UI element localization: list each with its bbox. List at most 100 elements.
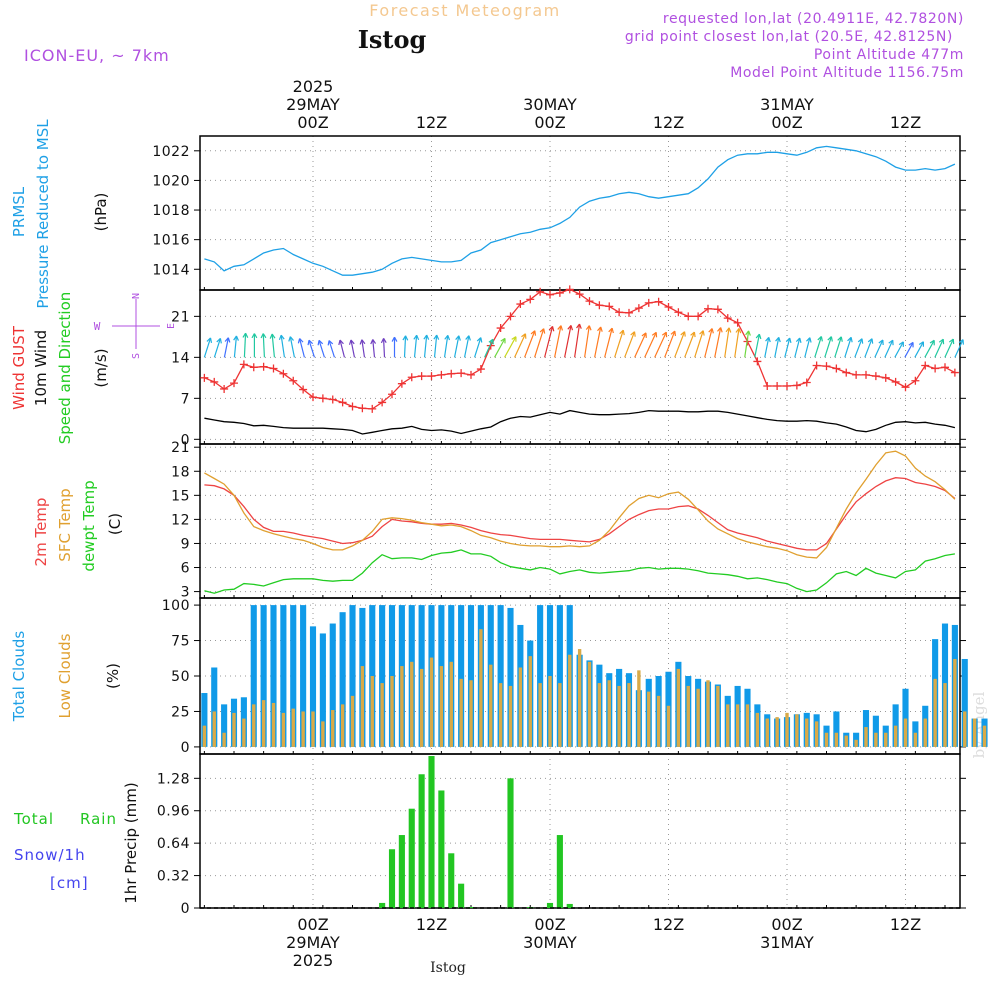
low-cloud-bar <box>775 717 779 747</box>
wind-arrow <box>654 331 667 358</box>
low-cloud-bar <box>449 661 453 747</box>
wind-arrow <box>664 330 676 358</box>
wind-arrow <box>484 339 494 358</box>
wind-arrowhead <box>795 337 802 343</box>
rain-bar <box>379 902 386 908</box>
low-cloud-bar <box>597 683 602 747</box>
low-cloud-bar <box>528 656 532 747</box>
total-cloud-bar <box>221 704 228 747</box>
wind-arrowhead <box>938 338 945 345</box>
gust-marker <box>763 382 772 391</box>
wind-arrowhead <box>805 337 812 343</box>
pressure-panel-labels: PRMSL Pressure Reduced to MSL (hPa) <box>10 119 110 309</box>
time-label-top: 00Z <box>534 113 565 132</box>
low-cloud-bar <box>735 704 740 747</box>
low-cloud-bar <box>884 732 888 747</box>
total-cloud-bar <box>349 605 356 747</box>
low-cloud-bar <box>518 667 523 747</box>
time-label-top: 00Z <box>297 113 328 132</box>
wind-arrowhead <box>488 338 494 345</box>
wind-arrow <box>734 328 740 358</box>
wind-arrow <box>774 337 780 358</box>
prmsl-desc-label: Pressure Reduced to MSL <box>34 119 52 309</box>
sfc-temp-line <box>204 450 956 559</box>
gust-marker <box>625 308 633 317</box>
gust-marker <box>546 290 554 299</box>
gust-marker <box>269 364 278 373</box>
low-cloud-bar <box>400 666 404 747</box>
wind-arrowhead <box>597 326 603 332</box>
wind-arrow <box>904 342 914 358</box>
gust-marker <box>328 395 337 404</box>
rain-bar <box>546 902 554 908</box>
rain-bar <box>418 774 425 908</box>
precip-frame <box>199 753 961 909</box>
y-tick-label: 1022 <box>152 144 190 160</box>
wind-arrow <box>382 338 386 358</box>
clouds-panel: 0 25 50 75 100 <box>162 597 988 756</box>
y-tick-label: 0 <box>181 432 190 448</box>
low-cloud-bar <box>805 718 809 747</box>
wind-arrow <box>453 335 460 358</box>
station-title: Istog <box>358 25 427 54</box>
temp-dew-label: dewpt Temp <box>80 480 98 571</box>
gust-marker <box>585 297 594 306</box>
wind-arrowhead <box>206 337 213 343</box>
wind-arrowhead <box>338 339 344 346</box>
compass-s: S <box>131 353 142 359</box>
low-cloud-bar <box>390 676 394 747</box>
low-cloud-bar <box>647 691 651 747</box>
low-cloud-bar <box>301 711 305 747</box>
wind-arrow <box>684 331 695 358</box>
y-tick-label: 25 <box>171 704 190 720</box>
wind-frame <box>199 289 961 445</box>
gust-marker <box>605 302 614 311</box>
low-cloud-bar <box>360 666 365 747</box>
wind-arrowhead <box>576 323 582 329</box>
wind-arrowhead <box>958 339 964 345</box>
low-cloud-bar <box>587 661 592 747</box>
gust-marker <box>358 404 367 413</box>
gust-marker <box>259 362 268 371</box>
wind-arrowhead <box>530 330 537 336</box>
wind-arrow <box>494 338 506 358</box>
total-cloud-bar <box>458 605 465 747</box>
gust-marker <box>644 298 653 307</box>
total-cloud-bar <box>300 605 307 747</box>
low-cloud-bar <box>548 676 552 747</box>
gust-marker <box>822 362 831 371</box>
wind-arrow <box>594 326 602 358</box>
y-tick-label: 9 <box>181 536 190 552</box>
gust-marker <box>773 382 782 391</box>
wind-arrowhead <box>847 336 853 343</box>
gust-marker <box>249 363 258 372</box>
gust-marker <box>318 394 327 403</box>
precip-rain-label: Rain <box>80 810 117 828</box>
wind-arrowhead <box>735 328 742 334</box>
wind-arrowhead <box>878 339 884 346</box>
gust-marker <box>931 364 940 373</box>
y-tick-label: 1020 <box>152 173 190 189</box>
wind-arrowhead <box>402 335 409 341</box>
wind-arrowhead <box>567 325 574 331</box>
time-label-bottom: 2025 <box>293 951 334 970</box>
gust-marker <box>575 290 584 299</box>
wind-arrow <box>754 334 760 358</box>
low-cloud-bar <box>489 664 493 747</box>
requested-coords: requested lon,lat (20.4911E, 42.7820N) <box>663 11 964 27</box>
gust-marker <box>427 372 436 381</box>
wind-arrow <box>674 331 686 358</box>
pressure-unit-label: (hPa) <box>92 193 110 232</box>
compass-e: E <box>166 323 177 329</box>
gust-marker <box>842 368 851 377</box>
wind-arrow <box>262 333 266 358</box>
gust-marker <box>476 365 485 374</box>
low-cloud-bar <box>212 711 216 747</box>
time-label-bottom: 00Z <box>534 915 565 934</box>
wind-arrowhead <box>699 330 705 336</box>
wind-arrowhead <box>908 341 914 348</box>
time-label-bottom: 30MAY <box>523 933 577 952</box>
low-cloud-bar <box>340 704 345 747</box>
wind-arrowhead <box>465 335 471 341</box>
